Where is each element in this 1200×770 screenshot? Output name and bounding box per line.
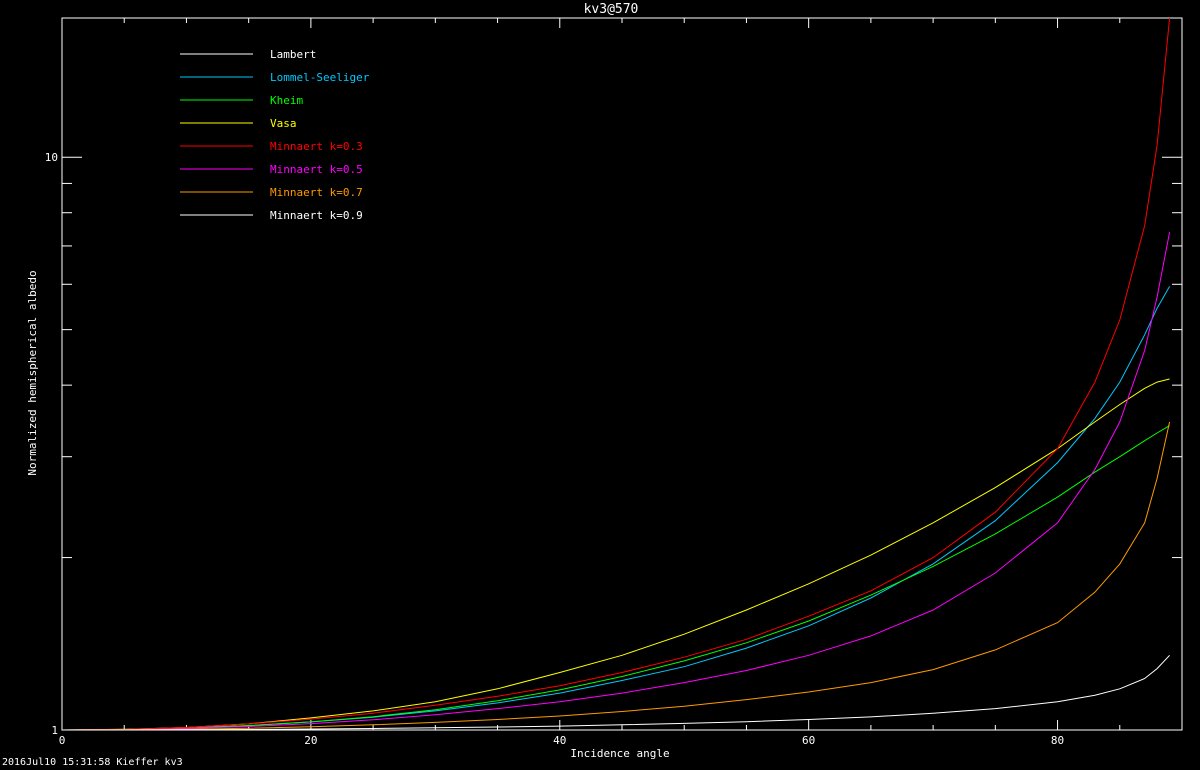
series-line-lommel-seeliger [62,286,1171,730]
legend-label-minnaert-k-0-5: Minnaert k=0.5 [270,163,363,176]
legend-label-kheim: Kheim [270,94,303,107]
legend-label-lommel-seeliger: Lommel-Seeliger [270,71,370,84]
x-axis-label: Incidence angle [570,747,669,760]
chart-title: kv3@570 [584,2,639,17]
x-tick-label: 80 [1051,734,1064,747]
y-tick-label: 10 [45,151,58,164]
series-line-minnaert-k-0-9 [62,654,1170,730]
legend-label-minnaert-k-0-3: Minnaert k=0.3 [270,140,363,153]
x-tick-label: 40 [553,734,566,747]
x-tick-label: 0 [59,734,66,747]
series-lines [62,18,1171,730]
y-axis-label: Normalized hemispherical albedo [26,270,39,475]
x-tick-label: 20 [304,734,317,747]
legend-label-minnaert-k-0-9: Minnaert k=0.9 [270,209,363,222]
series-line-minnaert-k-0-3 [62,18,1171,730]
legend-label-vasa: Vasa [270,117,297,130]
series-line-minnaert-k-0-5 [62,232,1171,730]
legend-label-minnaert-k-0-7: Minnaert k=0.7 [270,186,363,199]
x-tick-label: 60 [802,734,815,747]
axes-frame [61,17,1183,731]
timestamp-footer: 2016Jul10 15:31:58 Kieffer kv3 [2,757,183,768]
y-tick-label: 1 [51,724,58,737]
series-line-kheim [62,425,1170,730]
axis-ticks: 0 20 40 60 80 1 10 [45,18,1182,747]
series-line-minnaert-k-0-7 [62,421,1171,730]
legend: Lambert Lommel-Seeliger Kheim Vasa Minnaert … [180,48,370,222]
legend-label-lambert: Lambert [270,48,316,61]
plot-frame [61,17,1183,731]
series-line-vasa [62,378,1170,730]
